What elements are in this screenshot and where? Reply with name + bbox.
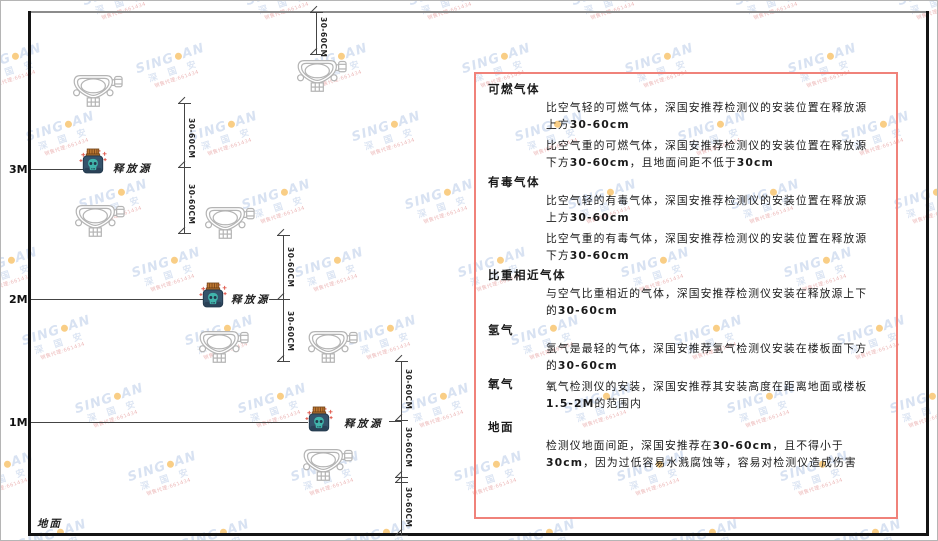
dimension-label: 30-60CM — [187, 118, 196, 159]
level-label-1m: 1M — [9, 416, 28, 429]
section-body: 比空气轻的可燃气体，深国安推荐检测仪的安装位置在释放源上方30-60cm 比空气重… — [546, 99, 878, 171]
dimension-tick — [178, 167, 191, 168]
dimension-tick — [277, 235, 290, 236]
dimension-label: 30-60CM — [319, 17, 328, 58]
section-paragraph: 与空气比重相近的气体，深国安推荐检测仪安装在释放源上下的30-60cm — [546, 287, 868, 317]
gas-detector-icon — [71, 71, 123, 109]
section-body: 比空气轻的有毒气体，深国安推荐检测仪的安装位置在释放源上方30-60cm 比空气重… — [546, 192, 878, 264]
dimension-tick — [178, 103, 191, 104]
dimension-tick — [395, 535, 408, 536]
ceiling-line — [30, 11, 929, 13]
release-source-icon — [301, 406, 337, 437]
section-title: 氧气 — [488, 377, 514, 391]
dimension-tick — [310, 54, 323, 55]
left-wall-line — [28, 11, 31, 536]
section-paragraph: 氢气是最轻的气体，深国安推荐氢气检测仪安装在楼板面下方的30-60cm — [546, 342, 868, 372]
dimension-tick — [277, 361, 290, 362]
release-source-icon — [195, 282, 231, 313]
dimension-tick — [395, 361, 408, 362]
section-paragraph: 氧气检测仪的安装，深国安推荐其安装高度在距离地面或楼板1.5-2M的范围内 — [546, 380, 868, 410]
gas-detector-icon — [301, 445, 353, 483]
section-body: 氢气是最轻的气体，深国安推荐氢气检测仪安装在楼板面下方的30-60cm — [546, 340, 878, 374]
panel-section-oxygen: 氧气 氧气检测仪的安装，深国安推荐其安装高度在距离地面或楼板1.5-2M的范围内 — [488, 378, 884, 416]
level-line-1m-connector — [389, 421, 401, 422]
dimension-label: 30-60CM — [286, 247, 295, 288]
section-body: 与空气比重相近的气体，深国安推荐检测仪安装在释放源上下的30-60cm — [546, 285, 878, 319]
dimension-tick — [178, 233, 191, 234]
section-title: 有毒气体 — [488, 175, 540, 189]
section-paragraph: 比空气轻的可燃气体，深国安推荐检测仪的安装位置在释放源上方30-60cm — [546, 101, 868, 131]
panel-section-hydrogen: 氢气氢气是最轻的气体，深国安推荐氢气检测仪安装在楼板面下方的30-60cm — [488, 324, 884, 374]
level-line-2m — [31, 299, 203, 300]
release-source-label: 释放源 — [113, 163, 152, 175]
dimension-tick — [277, 299, 290, 300]
section-paragraph: 比空气重的可燃气体，深国安推荐检测仪的安装位置在释放源下方30-60cm，且地面… — [546, 139, 868, 169]
gas-detector-icon — [295, 56, 347, 94]
release-source-label: 释放源 — [231, 294, 270, 306]
dimension-tick — [395, 420, 408, 421]
panel-section-ground: 地面检测仪地面间距，深国安推荐在30-60cm，且不得小于30cm，因为过低容易… — [488, 421, 884, 471]
release-source-label: 释放源 — [344, 418, 383, 430]
panel-section-combustible: 可燃气体 比空气轻的可燃气体，深国安推荐检测仪的安装位置在释放源上方30-60cm… — [488, 83, 884, 171]
gas-detector-icon — [203, 203, 255, 241]
dimension-line-ceiling — [316, 12, 317, 54]
panel-section-similar-density: 比重相近气体与空气比重相近的气体，深国安推荐检测仪安装在释放源上下的30-60c… — [488, 269, 884, 319]
gas-detector-icon — [306, 327, 358, 365]
level-label-2m: 2M — [9, 293, 28, 306]
dimension-label: 30-60CM — [404, 487, 413, 528]
section-body: 检测仪地面间距，深国安推荐在30-60cm，且不得小于30cm，因为过低容易水溅… — [546, 437, 878, 471]
section-title: 地面 — [488, 420, 514, 434]
section-title: 氢气 — [488, 323, 514, 337]
level-line-2m-connector — [269, 299, 283, 300]
level-line-1m — [31, 422, 308, 423]
panel-section-toxic: 有毒气体 比空气轻的有毒气体，深国安推荐检测仪的安装位置在释放源上方30-60cm… — [488, 176, 884, 264]
section-paragraph: 检测仪地面间距，深国安推荐在30-60cm，且不得小于30cm，因为过低容易水溅… — [546, 439, 857, 469]
section-paragraph: 比空气轻的有毒气体，深国安推荐检测仪的安装位置在释放源上方30-60cm — [546, 194, 868, 224]
dimension-label: 30-60CM — [187, 184, 196, 225]
dimension-tick — [395, 482, 408, 483]
gas-detector-icon — [197, 327, 249, 365]
gas-detector-icon — [73, 201, 125, 239]
dimension-label: 30-60CM — [404, 369, 413, 410]
ground-line — [28, 533, 929, 536]
release-source-icon — [75, 148, 111, 179]
dimension-label: 30-60CM — [286, 311, 295, 352]
level-line-3m — [31, 169, 84, 170]
level-label-3m: 3M — [9, 163, 28, 176]
ground-label: 地面 — [37, 518, 62, 530]
dimension-line-1m — [401, 361, 402, 536]
dimension-label: 30-60CM — [404, 427, 413, 468]
section-title: 可燃气体 — [488, 82, 540, 96]
section-title: 比重相近气体 — [488, 268, 566, 282]
dimension-tick — [310, 12, 323, 13]
info-panel: 可燃气体 比空气轻的可燃气体，深国安推荐检测仪的安装位置在释放源上方30-60cm… — [474, 72, 898, 519]
section-paragraph: 比空气重的有毒气体，深国安推荐检测仪的安装位置在释放源下方30-60cm — [546, 232, 868, 262]
right-wall-line — [926, 11, 929, 536]
section-body: 氧气检测仪的安装，深国安推荐其安装高度在距离地面或楼板1.5-2M的范围内 — [546, 378, 878, 416]
